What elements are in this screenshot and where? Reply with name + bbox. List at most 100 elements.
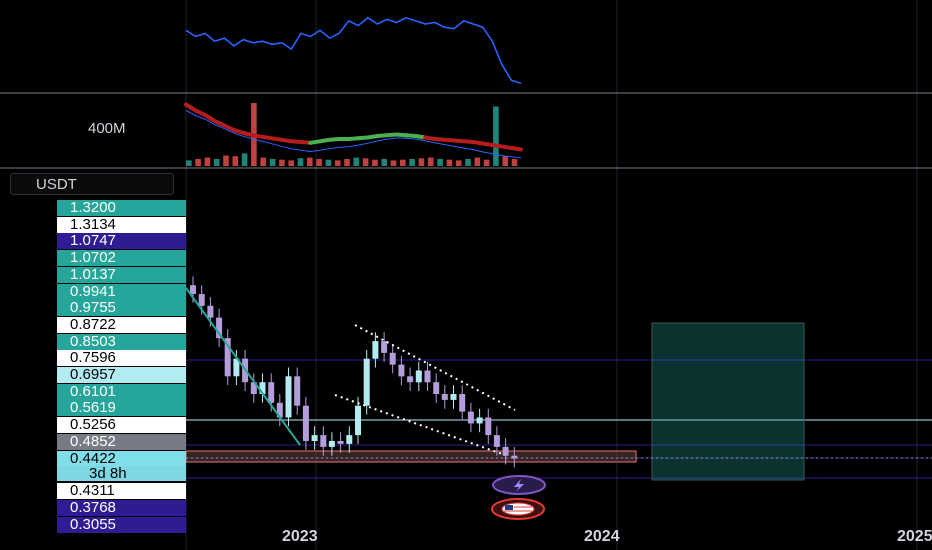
volume-bar bbox=[325, 159, 332, 166]
candle-body bbox=[372, 341, 379, 359]
trendline-solid[interactable] bbox=[185, 287, 301, 446]
volume-bar bbox=[474, 157, 481, 166]
candle-body bbox=[198, 294, 205, 306]
price-label: 0.3055 bbox=[57, 516, 186, 533]
price-label: 0.9755 bbox=[57, 300, 186, 317]
volume-signal-line bbox=[185, 110, 522, 159]
oscillator-line bbox=[185, 16, 522, 85]
volume-bar bbox=[511, 159, 518, 166]
volume-bar bbox=[372, 159, 378, 166]
price-label: 1.3134 bbox=[57, 216, 186, 233]
volume-bar bbox=[223, 155, 229, 166]
trendline-channel-upper[interactable] bbox=[354, 324, 516, 411]
candle-body bbox=[485, 417, 492, 436]
x-axis-label-2023: 2023 bbox=[282, 528, 318, 545]
candle-body bbox=[337, 441, 344, 444]
grid-lines bbox=[185, 0, 918, 550]
volume-bar bbox=[455, 160, 462, 166]
volume-bar bbox=[362, 158, 369, 166]
volume-bar bbox=[334, 160, 341, 166]
price-label: 1.0137 bbox=[57, 266, 186, 283]
candle-body bbox=[294, 376, 301, 406]
volume-bar bbox=[204, 157, 211, 166]
candle-body bbox=[450, 394, 457, 400]
candle-body bbox=[216, 317, 223, 339]
price-label: 0.5619 bbox=[57, 400, 186, 417]
candle-body bbox=[441, 394, 448, 400]
volume-bar bbox=[307, 157, 313, 166]
target-zone-box[interactable] bbox=[651, 322, 805, 481]
trendline-channel-lower[interactable] bbox=[334, 394, 506, 456]
candle-body bbox=[276, 402, 283, 418]
volume-bar bbox=[427, 157, 434, 166]
volume-bar bbox=[446, 159, 453, 166]
volume-scale-label: 400M bbox=[88, 120, 126, 137]
bar-countdown: 3d 8h bbox=[57, 466, 186, 481]
price-label: 0.9941 bbox=[57, 283, 186, 300]
price-label: 0.4852 bbox=[57, 433, 186, 450]
volume-bar bbox=[418, 158, 425, 166]
us-flag-icon[interactable] bbox=[491, 498, 545, 520]
candle-body bbox=[285, 376, 292, 418]
price-label: 0.8503 bbox=[57, 333, 186, 350]
x-axis-label-2025: 2025 bbox=[897, 528, 932, 545]
volume-bar bbox=[353, 157, 360, 166]
price-label: 1.0747 bbox=[57, 233, 186, 250]
oscillator-pane bbox=[185, 16, 522, 85]
candle-body bbox=[407, 376, 414, 383]
volume-bar bbox=[241, 153, 248, 166]
candle-body bbox=[363, 358, 370, 406]
price-label: 0.4422 bbox=[57, 450, 186, 467]
volume-pane bbox=[184, 102, 523, 166]
volume-ma-segment bbox=[509, 146, 523, 152]
candle-body bbox=[311, 435, 318, 441]
candle-body bbox=[459, 394, 466, 412]
candle-body bbox=[302, 405, 309, 441]
candle-body bbox=[381, 341, 388, 353]
volume-bar bbox=[213, 159, 220, 166]
volume-bar bbox=[409, 159, 415, 166]
volume-bar bbox=[269, 159, 276, 166]
price-label: 0.6957 bbox=[57, 367, 186, 383]
volume-bar bbox=[297, 158, 304, 166]
lightning-icon[interactable] bbox=[492, 475, 546, 495]
volume-bar bbox=[502, 156, 508, 166]
volume-bar bbox=[260, 157, 266, 166]
price-label: 0.4311 bbox=[57, 483, 186, 500]
volume-bar bbox=[316, 159, 322, 166]
volume-bar bbox=[493, 106, 499, 166]
volume-bar bbox=[195, 159, 201, 166]
volume-bar bbox=[390, 160, 397, 166]
candle-body bbox=[467, 411, 474, 424]
price-label: 0.8722 bbox=[57, 316, 186, 333]
price-label: 0.7596 bbox=[57, 350, 186, 367]
candle-body bbox=[233, 358, 240, 377]
candlestick-series bbox=[190, 276, 518, 468]
volume-bar bbox=[483, 159, 490, 166]
volume-bar bbox=[288, 160, 294, 166]
candle-body bbox=[424, 370, 431, 383]
volume-bar bbox=[465, 159, 471, 166]
volume-bar bbox=[400, 159, 406, 166]
candle-body bbox=[433, 382, 440, 394]
entry-zone-box[interactable] bbox=[185, 450, 637, 463]
price-label: 0.6101 bbox=[57, 383, 186, 400]
candle-body bbox=[389, 352, 396, 365]
price-label: 0.5256 bbox=[57, 417, 186, 434]
candle-body bbox=[346, 435, 353, 444]
candle-body bbox=[493, 435, 500, 447]
volume-bar bbox=[279, 159, 285, 166]
volume-bar bbox=[186, 160, 192, 166]
volume-bar bbox=[437, 159, 443, 166]
candle-body bbox=[502, 446, 509, 456]
candle-body bbox=[328, 441, 335, 447]
candle-body bbox=[415, 370, 422, 383]
currency-button[interactable]: USDT bbox=[10, 173, 174, 195]
candle-body bbox=[259, 382, 266, 394]
candle-body bbox=[190, 285, 196, 294]
candle-body bbox=[398, 364, 405, 377]
candle-body bbox=[476, 417, 483, 424]
volume-bar bbox=[344, 159, 350, 166]
candle-body bbox=[511, 455, 518, 459]
